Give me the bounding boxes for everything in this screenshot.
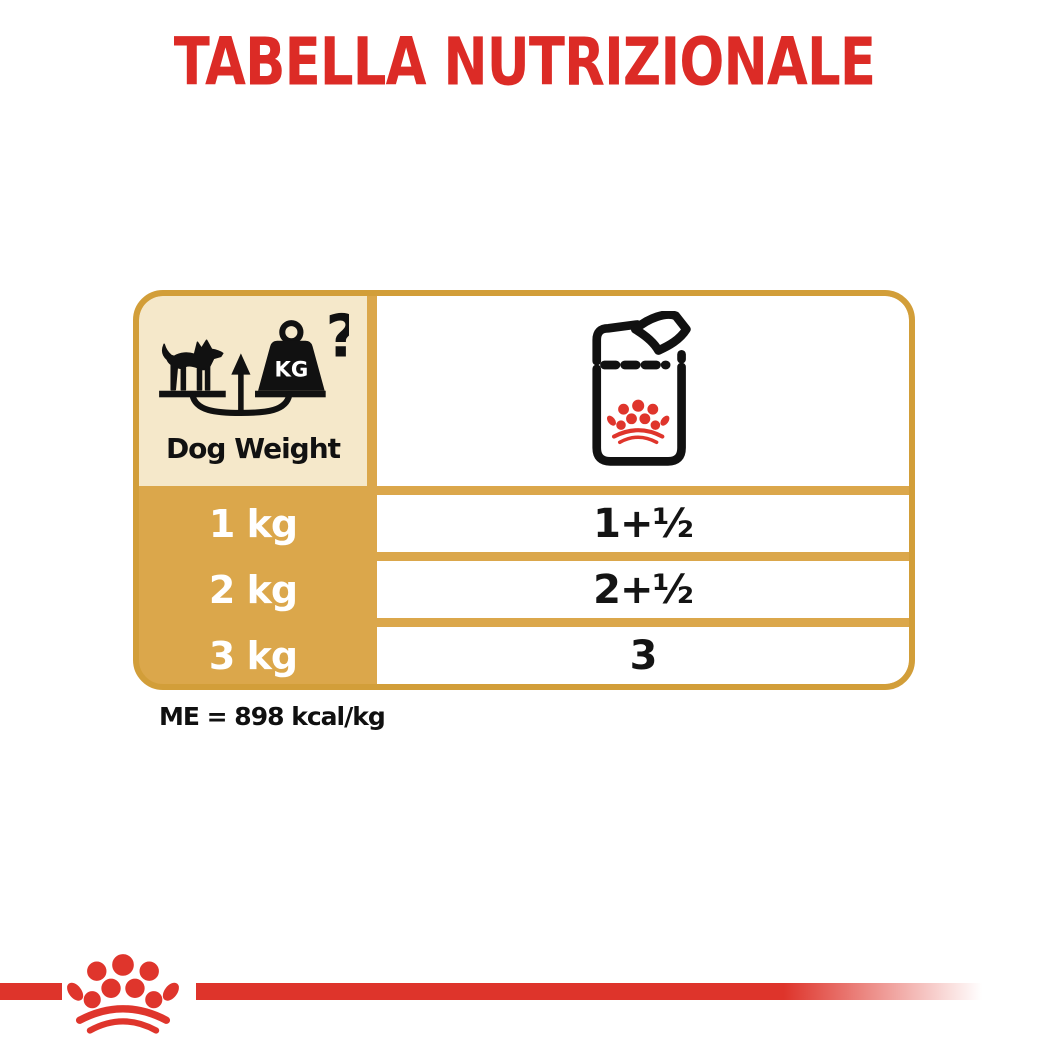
pouches-row-2: 2+½ bbox=[377, 561, 909, 618]
pouches-row-1: 1+½ bbox=[377, 495, 909, 552]
dog-weight-label: Dog Weight bbox=[165, 432, 341, 465]
question-mark-icon: ? bbox=[326, 312, 349, 370]
weight-row-3: 3 kg bbox=[208, 633, 298, 678]
food-pouch-icon bbox=[592, 311, 691, 466]
page-title-wrap: TABELLA NUTRIZIONALE bbox=[0, 24, 1049, 100]
nutrition-table: KG ? Dog Weight 1 kg 2 kg 3 kg 1+½ bbox=[133, 290, 915, 690]
weight-row-2: 2 kg bbox=[208, 567, 298, 612]
dog-weight-scale-icon: KG ? bbox=[159, 312, 349, 416]
weight-row-1: 1 kg bbox=[208, 501, 298, 546]
pouch-crown-icon bbox=[606, 400, 671, 442]
kg-weight-icon: KG bbox=[258, 320, 325, 391]
page-title: TABELLA NUTRIZIONALE bbox=[173, 24, 876, 100]
metabolizable-energy-note: ME = 898 kcal/kg bbox=[159, 702, 386, 731]
royal-canin-crown-logo bbox=[66, 954, 180, 1034]
pouch-header-cell bbox=[377, 296, 909, 486]
kg-label: KG bbox=[274, 357, 308, 382]
scale-curve bbox=[189, 391, 293, 416]
up-arrow-icon bbox=[231, 353, 251, 411]
small-dog-icon bbox=[161, 339, 224, 391]
pouches-row-3: 3 bbox=[377, 627, 909, 684]
red-bar-right bbox=[196, 983, 990, 1000]
dog-weight-header-cell: KG ? Dog Weight bbox=[139, 296, 367, 486]
red-bar-left bbox=[0, 983, 62, 1000]
